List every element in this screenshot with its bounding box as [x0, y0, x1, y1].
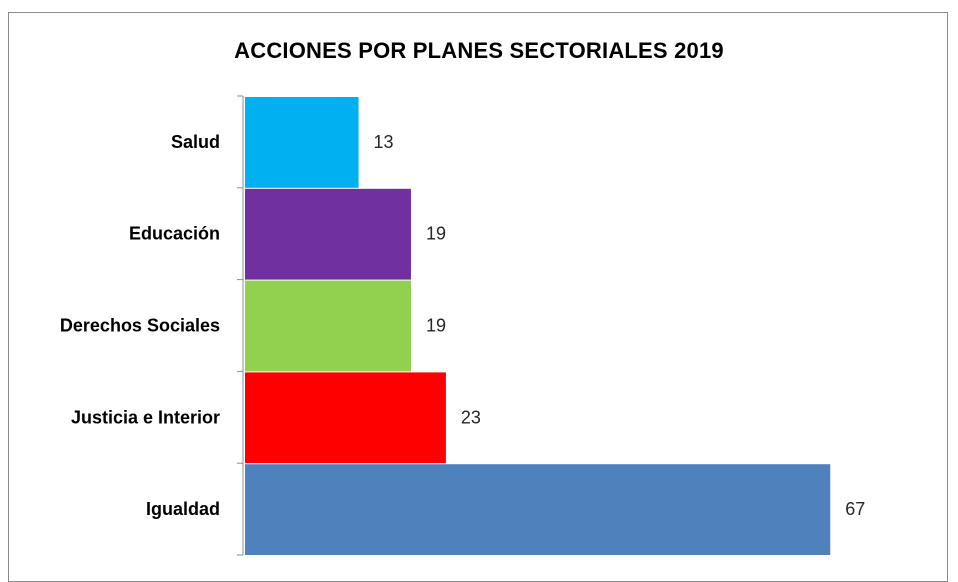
data-label: 13: [374, 132, 394, 152]
data-label: 23: [461, 407, 481, 427]
data-label: 19: [426, 224, 446, 244]
category-label: Salud: [171, 132, 220, 152]
labels-layer: Salud 13 Educación 19 Derechos Sociales 19 Jus…: [60, 95, 865, 556]
bar-salud: [245, 97, 359, 188]
category-label: Educación: [129, 224, 220, 244]
category-label: Justicia e Interior: [71, 407, 220, 427]
chart-title: ACCIONES POR PLANES SECTORIALES 2019: [234, 38, 724, 63]
bar-educación: [245, 188, 411, 280]
data-label: 19: [426, 316, 446, 336]
bars-layer: [245, 97, 831, 555]
category-label: Igualdad: [146, 499, 220, 519]
data-label: 67: [845, 499, 865, 519]
category-label: Derechos Sociales: [60, 316, 220, 336]
bar-igualdad: [245, 464, 831, 555]
bar-derechos-sociales: [245, 280, 411, 372]
bar-justicia-e-interior: [245, 372, 446, 464]
